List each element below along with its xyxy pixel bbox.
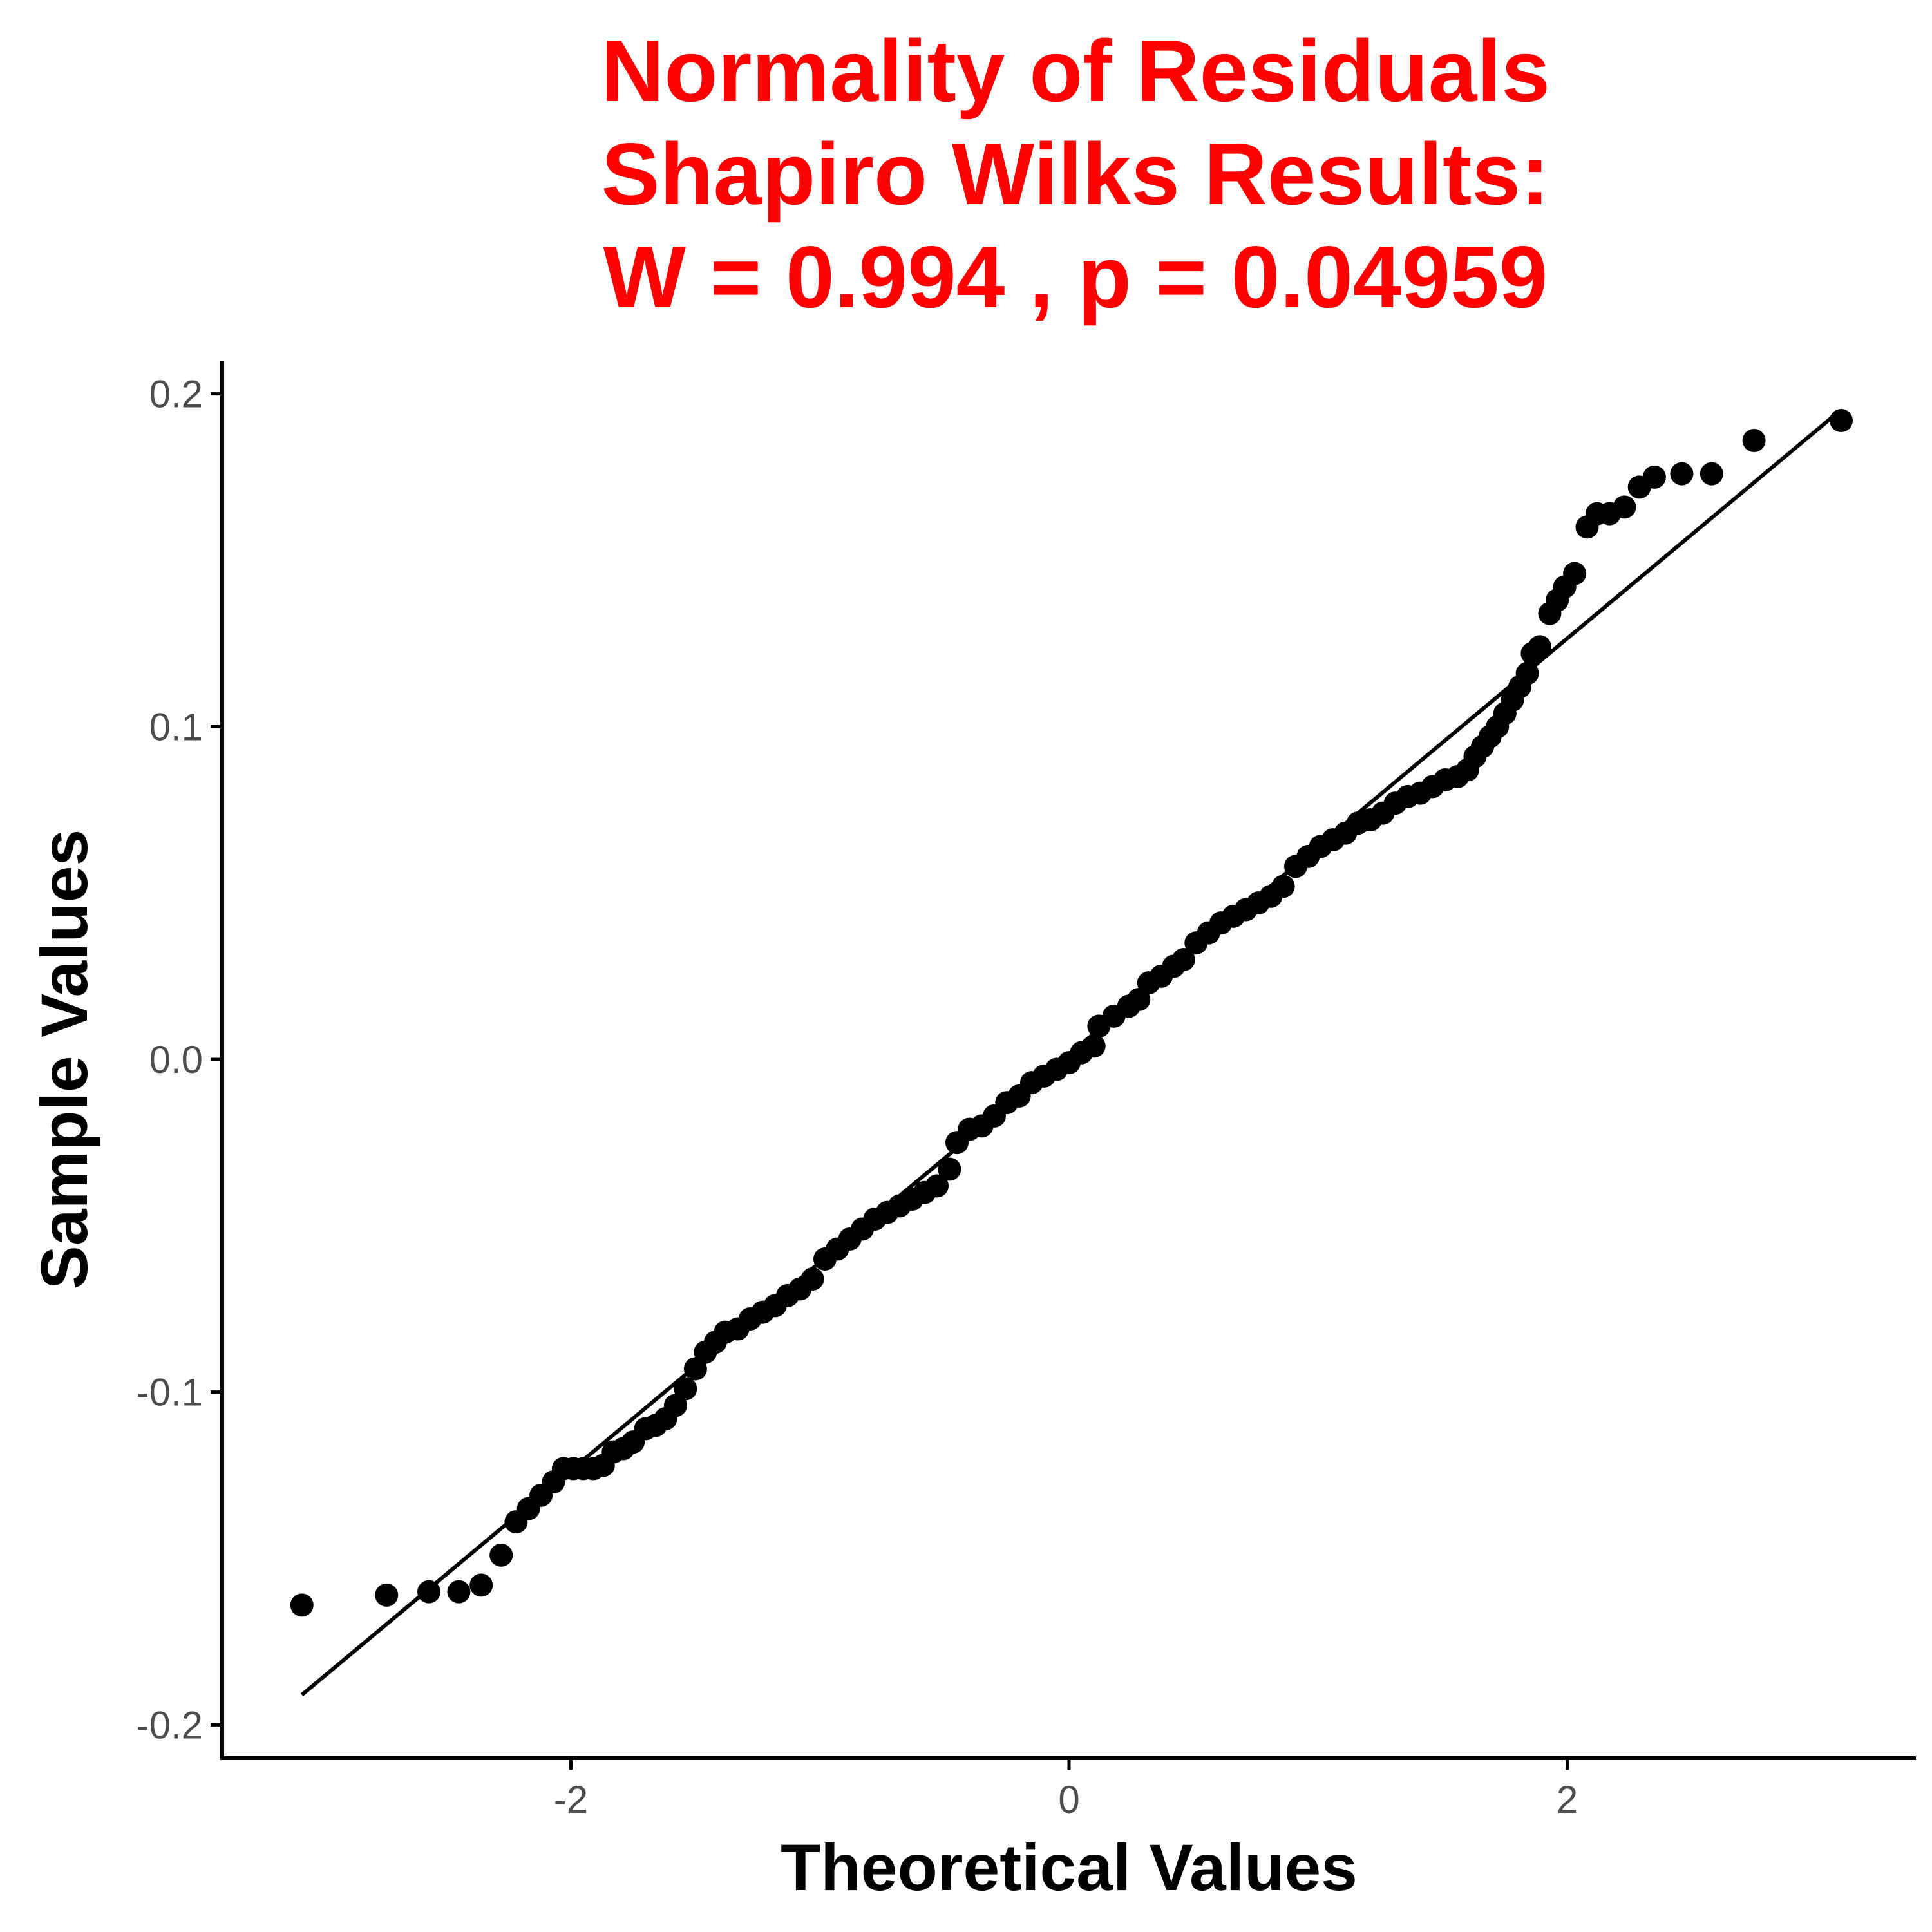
data-point	[447, 1580, 471, 1604]
data-point	[1127, 988, 1151, 1011]
y-tick-label: 0.1	[149, 705, 203, 748]
x-tick-label: 2	[1557, 1778, 1578, 1821]
y-tick-label: -0.1	[137, 1371, 203, 1414]
y-tick-label: 0.2	[149, 373, 203, 416]
data-point	[489, 1543, 513, 1567]
data-point	[800, 1267, 824, 1291]
data-point	[417, 1580, 441, 1604]
data-point	[674, 1377, 697, 1401]
title-line-1: Normality of Residuals	[601, 22, 1550, 120]
data-point	[469, 1573, 493, 1597]
data-point	[1563, 562, 1587, 585]
title-line-2: Shapiro Wilks Results:	[601, 125, 1550, 223]
data-point	[1642, 465, 1666, 489]
data-point	[375, 1583, 399, 1607]
data-point	[1082, 1034, 1106, 1058]
data-point	[1700, 462, 1723, 486]
data-point	[1742, 429, 1766, 452]
x-tick-label: -2	[554, 1778, 588, 1821]
data-point	[1271, 875, 1295, 898]
axes: -2 0 2 -0.2 -0.1 0.0 0.1 0.2	[137, 361, 1916, 1821]
data-point	[938, 1157, 961, 1181]
data-point	[683, 1357, 707, 1381]
data-point	[663, 1394, 687, 1417]
points-layer	[290, 409, 1853, 1617]
x-axis-title: Theoretical Values	[781, 1831, 1358, 1904]
y-axis-title: Sample Values	[28, 829, 101, 1289]
data-point	[1528, 635, 1551, 659]
x-tick-label: 0	[1058, 1778, 1079, 1821]
data-point	[925, 1174, 949, 1198]
data-point	[290, 1593, 314, 1617]
title-line-3: W = 0.994 , p = 0.04959	[603, 228, 1548, 326]
data-point	[1829, 409, 1853, 432]
chart-title: Normality of Residuals Shapiro Wilks Res…	[206, 19, 1932, 328]
data-point	[1613, 495, 1636, 519]
data-point	[1171, 948, 1195, 971]
data-point	[1515, 661, 1539, 685]
data-point	[1670, 462, 1694, 486]
y-tick-label: -0.2	[137, 1703, 203, 1747]
y-tick-label: 0.0	[149, 1038, 203, 1081]
